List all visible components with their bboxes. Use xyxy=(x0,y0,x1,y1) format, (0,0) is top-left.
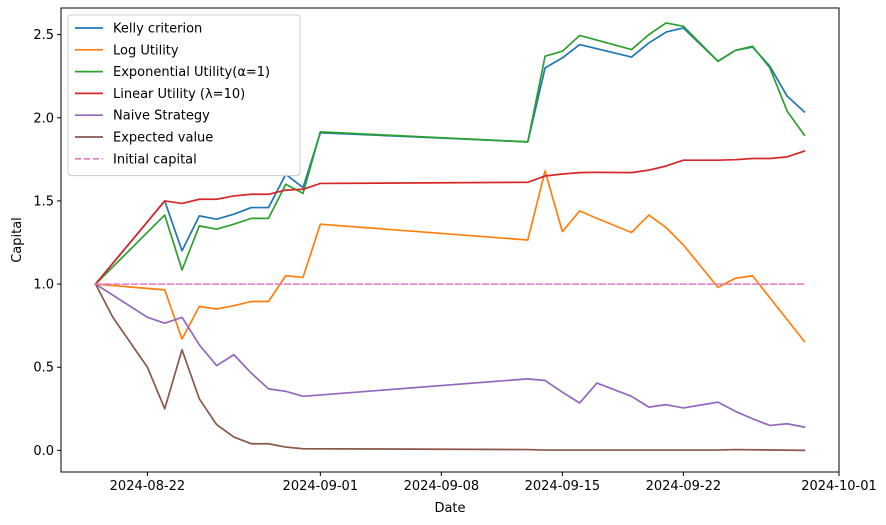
x-tick-label: 2024-08-22 xyxy=(110,479,186,494)
y-tick-label: 2.0 xyxy=(33,111,54,126)
legend-box xyxy=(67,14,301,177)
series-line-2 xyxy=(94,22,806,286)
y-tick-label: 0.5 xyxy=(33,361,54,376)
legend-label: Log Utility xyxy=(113,43,179,58)
x-tick-label: 2024-09-22 xyxy=(646,479,722,494)
series-line-5 xyxy=(94,282,806,452)
series-line-1 xyxy=(94,170,806,343)
x-axis-ticks: 2024-08-22 2024-09-01 2024-09-08 2024-09-15… xyxy=(110,472,877,494)
legend-label: Expected value xyxy=(113,131,213,146)
plot-frame xyxy=(60,7,840,473)
legend-label: Naive Strategy xyxy=(113,109,210,124)
x-axis-title: Date xyxy=(434,501,465,516)
legend-label: Linear Utility (λ=10) xyxy=(113,87,245,102)
legend-label: Kelly criterion xyxy=(113,22,202,37)
legend: Kelly criterion Log Utility Exponential Ut… xyxy=(67,14,301,177)
x-tick-label: 2024-10-01 xyxy=(801,479,877,494)
y-tick-label: 1.0 xyxy=(33,278,54,293)
x-tick-label: 2024-09-15 xyxy=(525,479,601,494)
legend-label: Initial capital xyxy=(113,152,197,167)
y-tick-label: 0.0 xyxy=(33,444,54,459)
y-tick-label: 2.5 xyxy=(33,28,54,43)
x-tick-label: 2024-09-08 xyxy=(404,479,480,494)
y-tick-label: 1.5 xyxy=(33,194,54,209)
plot-lines xyxy=(94,22,806,452)
legend-label: Exponential Utility(α=1) xyxy=(113,65,270,80)
x-tick-label: 2024-09-01 xyxy=(283,479,359,494)
y-axis-title: Capital xyxy=(10,217,25,263)
series-line-3 xyxy=(94,149,806,286)
y-axis-ticks: 0.0 0.5 1.0 1.5 2.0 2.5 xyxy=(33,28,61,459)
series-line-4 xyxy=(94,282,806,429)
